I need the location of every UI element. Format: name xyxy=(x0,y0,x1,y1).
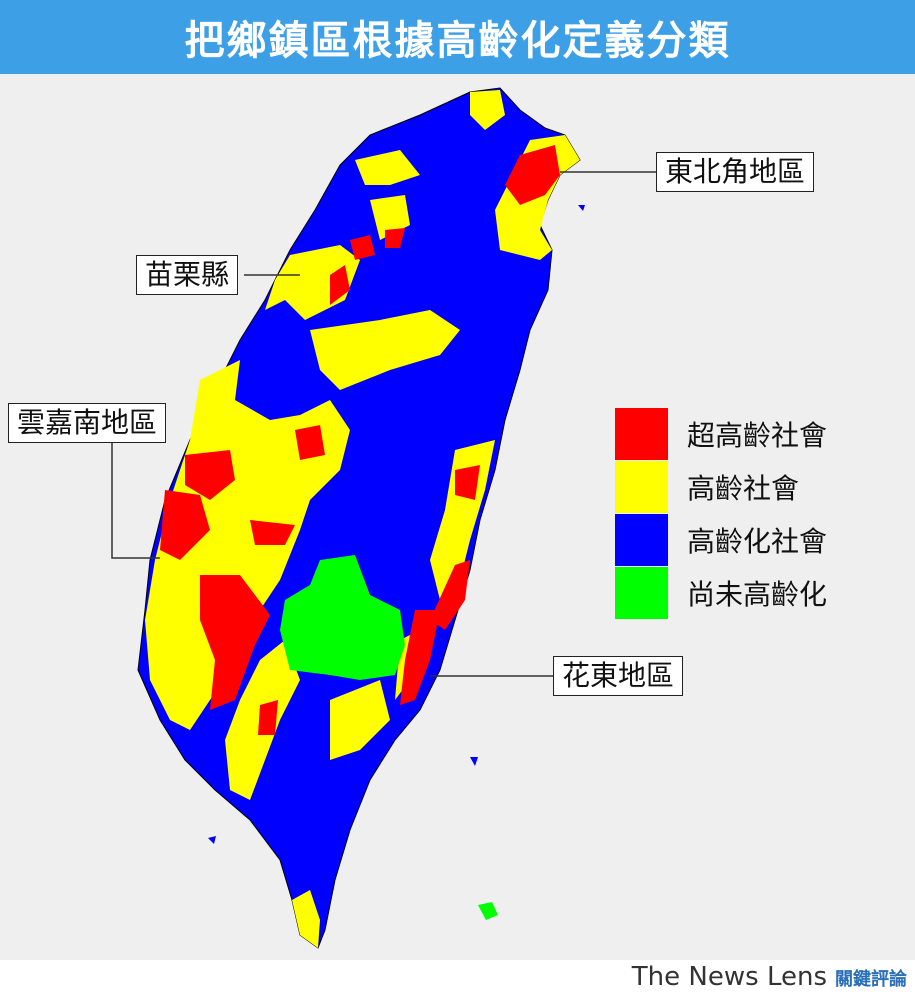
liuqiu-island xyxy=(208,836,216,844)
taiwan-map xyxy=(111,87,656,949)
logo-text: The News Lens xyxy=(631,962,827,992)
super-aged-society-regions xyxy=(160,145,560,735)
legend-swatch-yellow xyxy=(615,461,668,513)
legend-item-aging: 高齡化社會 xyxy=(615,514,827,566)
callout-northeast: 東北角地區 xyxy=(656,152,815,192)
green-island xyxy=(478,902,498,920)
legend-item-not-yet-aged: 尚未高齡化 xyxy=(615,567,827,619)
legend-swatch-green xyxy=(615,567,668,619)
legend-label: 超高齡社會 xyxy=(687,419,828,452)
legend-swatch-red xyxy=(615,408,668,460)
callout-lines xyxy=(111,171,656,677)
not-yet-aged-region xyxy=(280,555,405,680)
legend-item-aged: 高齡社會 xyxy=(615,461,799,513)
legend-label: 高齡社會 xyxy=(687,472,800,505)
the-news-lens-logo: The News Lens 關鍵評論 xyxy=(632,962,907,992)
small-island xyxy=(470,757,478,766)
footer xyxy=(0,960,915,998)
legend-swatch-blue xyxy=(615,514,668,566)
callout-hualien-taitung: 花東地區 xyxy=(553,656,684,696)
callout-miaoli: 苗栗縣 xyxy=(136,255,239,295)
legend-item-super-aged: 超高齡社會 xyxy=(615,408,827,460)
map-title: 把鄉鎮區根據高齡化定義分類 xyxy=(0,0,915,74)
logo-cn: 關鍵評論 xyxy=(835,969,907,990)
legend-label: 尚未高齡化 xyxy=(687,578,828,611)
legend-label: 高齡化社會 xyxy=(687,525,828,558)
callout-yunchiayinan: 雲嘉南地區 xyxy=(8,403,167,443)
guishan-island xyxy=(578,205,585,211)
